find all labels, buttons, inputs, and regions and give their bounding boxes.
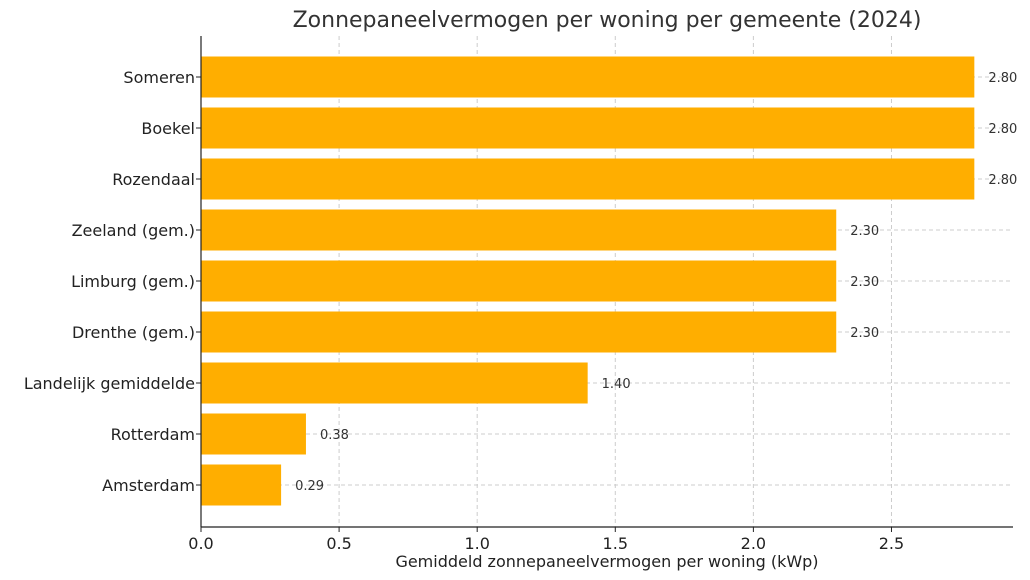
category-labels: Someren Boekel Rozendaal Zeeland (gem.) Limb… (24, 68, 195, 495)
bar-value-label: 0.29 (295, 479, 324, 494)
x-axis-label: Gemiddeld zonnepaneelvermogen per woning… (395, 552, 818, 571)
category-label: Someren (123, 68, 195, 87)
category-label: Drenthe (gem.) (72, 323, 195, 342)
category-label: Amsterdam (102, 476, 195, 495)
bar-value-label: 2.30 (850, 275, 879, 290)
data-labels: 2.80 2.80 2.80 2.30 2.30 2.30 1.40 0.38 0.29 (295, 71, 1017, 494)
x-tick-label: 1.5 (603, 534, 628, 553)
bar-value-label: 0.38 (320, 428, 349, 443)
category-label: Boekel (141, 119, 195, 138)
x-tick-label: 0.0 (188, 534, 213, 553)
x-tick-label: 1.0 (464, 534, 489, 553)
x-tick-labels: 0.0 0.5 1.0 1.5 2.0 2.5 (188, 534, 904, 553)
bar-value-label: 2.30 (850, 326, 879, 341)
bar (201, 362, 588, 404)
bar (201, 158, 975, 200)
bar (201, 56, 975, 98)
category-label: Rozendaal (112, 170, 195, 189)
x-tick-label: 2.5 (879, 534, 904, 553)
bar-value-label: 2.80 (988, 122, 1017, 137)
axes (196, 36, 1013, 532)
x-tick-label: 0.5 (326, 534, 351, 553)
bar (201, 311, 837, 353)
bar (201, 260, 837, 302)
bar-value-label: 2.30 (850, 224, 879, 239)
category-label: Landelijk gemiddelde (24, 374, 195, 393)
x-tick-label: 2.0 (741, 534, 766, 553)
bar-value-label: 1.40 (602, 377, 631, 392)
chart-title: Zonnepaneelvermogen per woning per gemee… (293, 8, 922, 33)
bar (201, 209, 837, 251)
bar (201, 413, 306, 455)
bars (201, 56, 975, 506)
bar (201, 107, 975, 149)
bar-value-label: 2.80 (988, 173, 1017, 188)
category-label: Zeeland (gem.) (72, 221, 195, 240)
bar-value-label: 2.80 (988, 71, 1017, 86)
category-label: Limburg (gem.) (71, 272, 195, 291)
bar (201, 464, 282, 506)
category-label: Rotterdam (111, 425, 195, 444)
